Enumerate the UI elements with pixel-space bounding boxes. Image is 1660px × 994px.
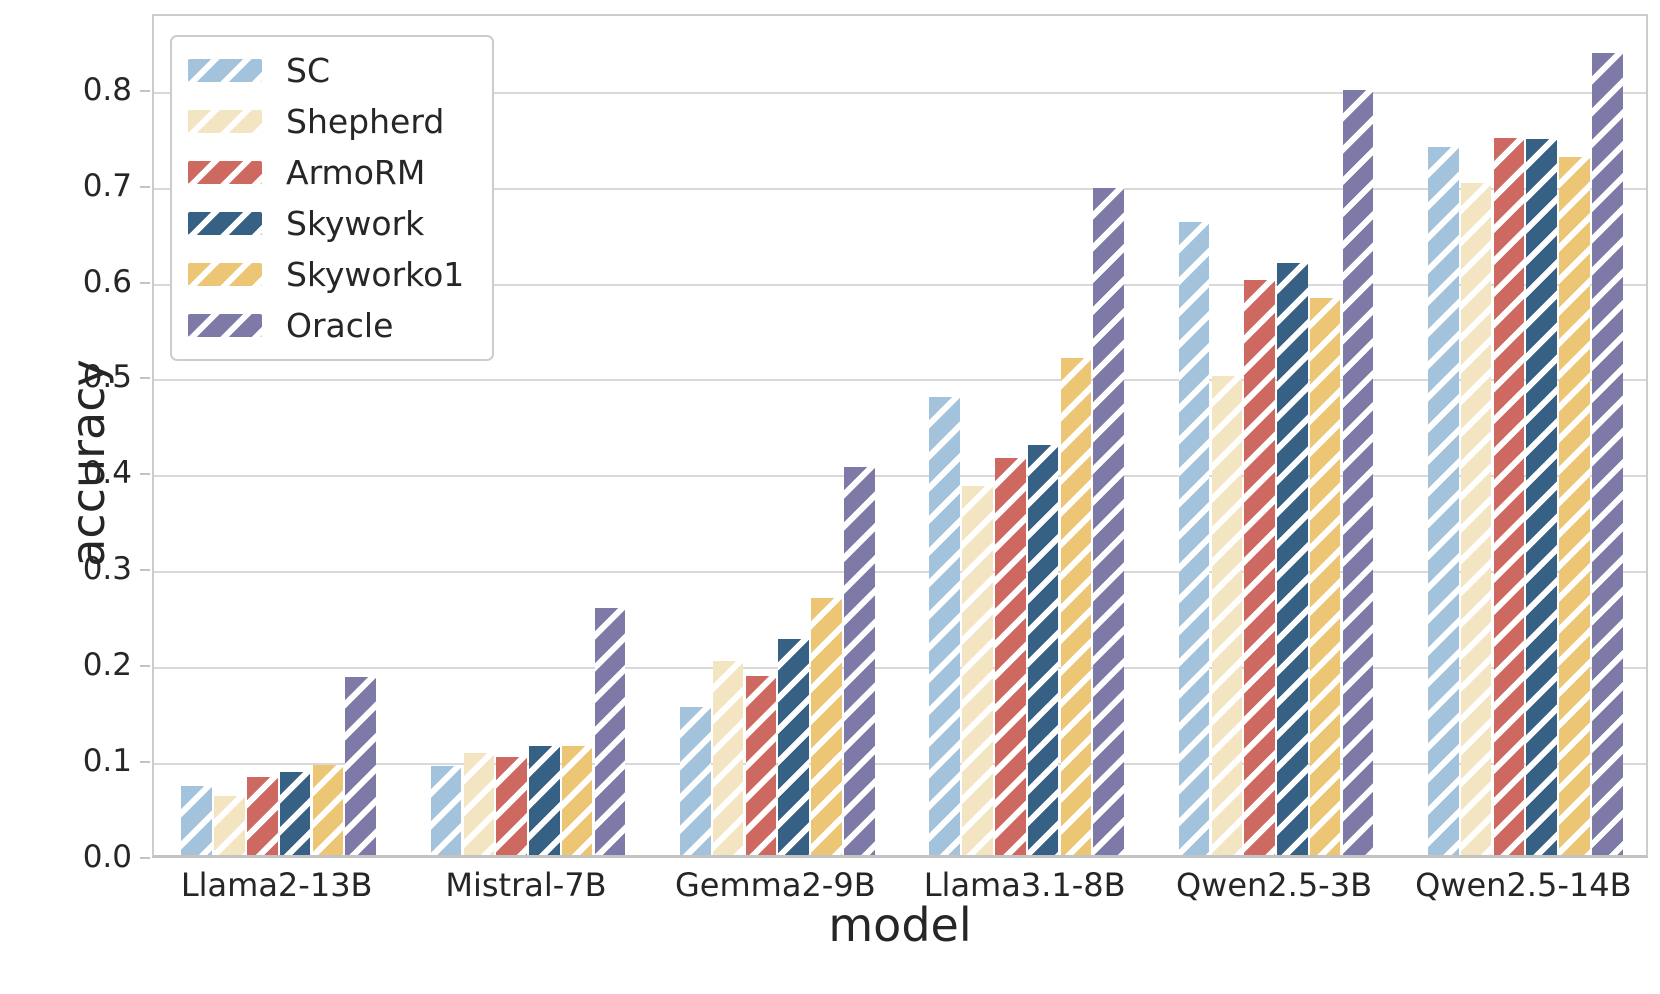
x-tick-label-Llama2-13B: Llama2-13B — [180, 866, 373, 904]
legend-swatch-Skywork — [188, 212, 262, 235]
y-tick-label: 0.6 — [82, 263, 132, 300]
bar-SC-Qwen2.5-14B — [1428, 147, 1459, 855]
legend-swatch-Skyworko1 — [188, 263, 262, 286]
bar-ArmoRM-Qwen2.5-3B — [1244, 280, 1275, 855]
y-tick-label: 0.7 — [82, 167, 132, 204]
bar-Skyworko1-Mistral-7B — [561, 746, 593, 855]
bar-Skywork-Gemma2-9B — [778, 639, 810, 855]
y-tick-label: 0.1 — [82, 743, 132, 780]
legend: SC Shepherd ArmoRM Skywork Skyworko1 Oracle — [170, 35, 495, 361]
gridline-0.7 — [154, 187, 1646, 190]
y-tick-label: 0.5 — [82, 359, 132, 396]
legend-swatch-Oracle — [188, 314, 262, 337]
y-tick-mark — [140, 473, 150, 476]
bar-ArmoRM-Llama3.1-8B — [994, 458, 1026, 855]
bar-Skyworko1-Gemma2-9B — [811, 598, 842, 855]
y-tick-mark — [140, 185, 150, 188]
y-tick-mark — [140, 665, 150, 668]
bar-Skywork-Llama2-13B — [279, 772, 311, 855]
gridline-0.2 — [154, 667, 1646, 670]
legend-swatch-Shepherd — [188, 110, 262, 133]
legend-item-SC: SC — [188, 51, 464, 90]
bar-Skyworko1-Qwen2.5-14B — [1559, 157, 1590, 855]
bar-Skyworko1-Qwen2.5-3B — [1309, 298, 1341, 855]
bar-Oracle-Qwen2.5-14B — [1592, 53, 1623, 855]
y-tick-mark — [140, 377, 150, 380]
bar-Skyworko1-Llama2-13B — [312, 765, 344, 855]
legend-label-Shepherd: Shepherd — [286, 102, 445, 141]
legend-swatch-SC — [188, 59, 262, 82]
y-tick-label: 0.2 — [82, 647, 132, 684]
bar-Oracle-Gemma2-9B — [844, 467, 875, 855]
x-tick-label-Gemma2-9B: Gemma2-9B — [675, 866, 876, 904]
legend-label-Oracle: Oracle — [286, 306, 394, 345]
legend-label-Skyworko1: Skyworko1 — [286, 255, 465, 294]
bar-ArmoRM-Llama2-13B — [246, 777, 278, 855]
plot-area: SC Shepherd ArmoRM Skywork Skyworko1 Oracle — [152, 14, 1648, 858]
bar-Shepherd-Qwen2.5-3B — [1211, 376, 1243, 855]
bar-Skyworko1-Llama3.1-8B — [1060, 358, 1092, 855]
bar-Oracle-Llama2-13B — [345, 677, 376, 855]
y-tick-mark — [140, 569, 150, 572]
legend-label-ArmoRM: ArmoRM — [286, 153, 426, 192]
legend-swatch-ArmoRM — [188, 161, 262, 184]
bar-SC-Llama3.1-8B — [929, 397, 960, 855]
y-tick-mark — [140, 89, 150, 92]
bar-Skywork-Qwen2.5-14B — [1526, 139, 1558, 855]
x-tick-label-Llama3.1-8B: Llama3.1-8B — [923, 866, 1126, 904]
bar-Shepherd-Llama2-13B — [214, 796, 245, 855]
y-tick-mark — [140, 761, 150, 764]
y-tick-label: 0.8 — [82, 71, 132, 108]
y-tick-label: 0.4 — [82, 455, 132, 492]
bar-SC-Gemma2-9B — [680, 707, 711, 855]
gridline-0.8 — [154, 91, 1646, 94]
legend-item-Skyworko1: Skyworko1 — [188, 255, 464, 294]
bar-Skywork-Mistral-7B — [529, 746, 560, 855]
bar-SC-Mistral-7B — [430, 766, 462, 855]
x-tick-label-Qwen2.5-14B: Qwen2.5-14B — [1415, 866, 1632, 904]
x-tick-label-Mistral-7B: Mistral-7B — [445, 866, 607, 904]
bar-Skywork-Qwen2.5-3B — [1277, 263, 1308, 855]
bar-SC-Llama2-13B — [181, 786, 212, 855]
bar-ArmoRM-Mistral-7B — [496, 757, 527, 855]
legend-item-ArmoRM: ArmoRM — [188, 153, 464, 192]
y-tick-mark — [140, 281, 150, 284]
y-tick-mark — [140, 857, 150, 859]
bar-Skywork-Llama3.1-8B — [1027, 445, 1059, 855]
x-tick-label-Qwen2.5-3B: Qwen2.5-3B — [1175, 866, 1373, 904]
gridline-0.5 — [154, 379, 1646, 382]
bar-SC-Qwen2.5-3B — [1178, 222, 1210, 855]
gridline-0.1 — [154, 763, 1646, 766]
bar-Oracle-Llama3.1-8B — [1093, 188, 1124, 855]
legend-item-Oracle: Oracle — [188, 306, 464, 345]
gridline-0.4 — [154, 475, 1646, 478]
bar-Shepherd-Gemma2-9B — [712, 661, 744, 855]
legend-item-Shepherd: Shepherd — [188, 102, 464, 141]
gridline-0.6 — [154, 283, 1646, 286]
bar-Shepherd-Mistral-7B — [463, 753, 495, 855]
gridline-0.3 — [154, 571, 1646, 574]
bar-Shepherd-Qwen2.5-14B — [1460, 183, 1492, 855]
y-axis-title: accuracy — [61, 359, 115, 567]
bar-Oracle-Qwen2.5-3B — [1342, 90, 1374, 855]
legend-item-Skywork: Skywork — [188, 204, 464, 243]
legend-label-Skywork: Skywork — [286, 204, 425, 243]
legend-label-SC: SC — [286, 51, 330, 90]
bar-ArmoRM-Gemma2-9B — [745, 676, 777, 855]
bar-Shepherd-Llama3.1-8B — [962, 486, 993, 855]
x-axis-title: model — [828, 898, 972, 952]
y-tick-label: 0.0 — [82, 839, 132, 875]
bar-ArmoRM-Qwen2.5-14B — [1493, 138, 1525, 855]
bar-Oracle-Mistral-7B — [594, 608, 626, 855]
y-tick-label: 0.3 — [82, 551, 132, 588]
